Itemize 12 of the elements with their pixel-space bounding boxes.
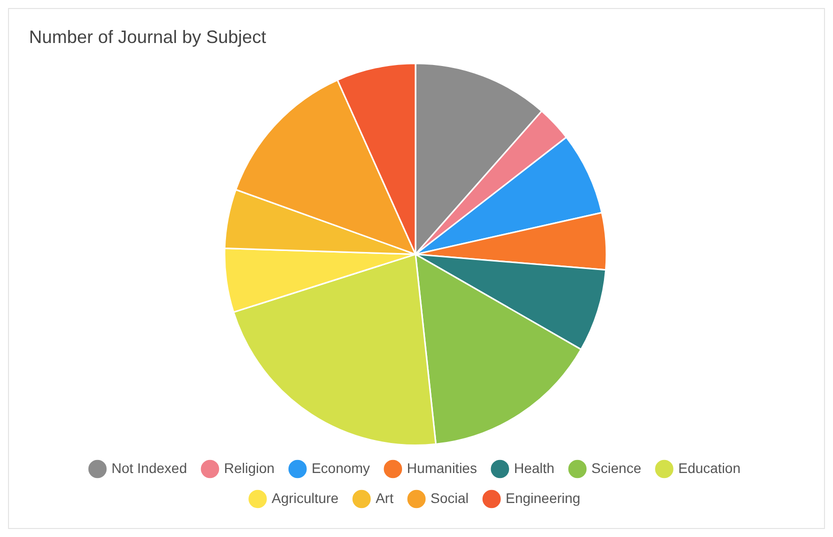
legend-label: Science xyxy=(591,460,642,476)
legend-label: Agriculture xyxy=(272,490,339,506)
legend-label: Engineering xyxy=(506,490,580,506)
legend-label: Economy xyxy=(312,460,370,476)
legend-label: Humanities xyxy=(406,460,477,476)
legend-label: Health xyxy=(514,460,554,476)
legend-label: Art xyxy=(376,490,394,506)
legend-label: Social xyxy=(430,490,469,506)
legend-label: Education xyxy=(678,460,741,476)
chart-title: Number of Journal by Subject xyxy=(29,26,266,47)
legend-label: Not Indexed xyxy=(111,460,187,476)
legend-label: Religion xyxy=(224,460,275,476)
